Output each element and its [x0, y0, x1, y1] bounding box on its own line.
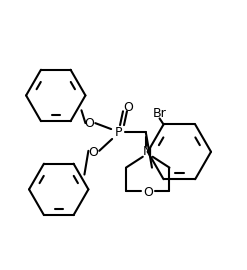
Text: O: O [143, 186, 153, 199]
Text: O: O [123, 101, 133, 114]
Text: N: N [143, 145, 152, 158]
Text: O: O [84, 117, 94, 130]
Text: Br: Br [153, 107, 166, 120]
Text: O: O [88, 146, 98, 159]
Text: P: P [114, 126, 122, 139]
